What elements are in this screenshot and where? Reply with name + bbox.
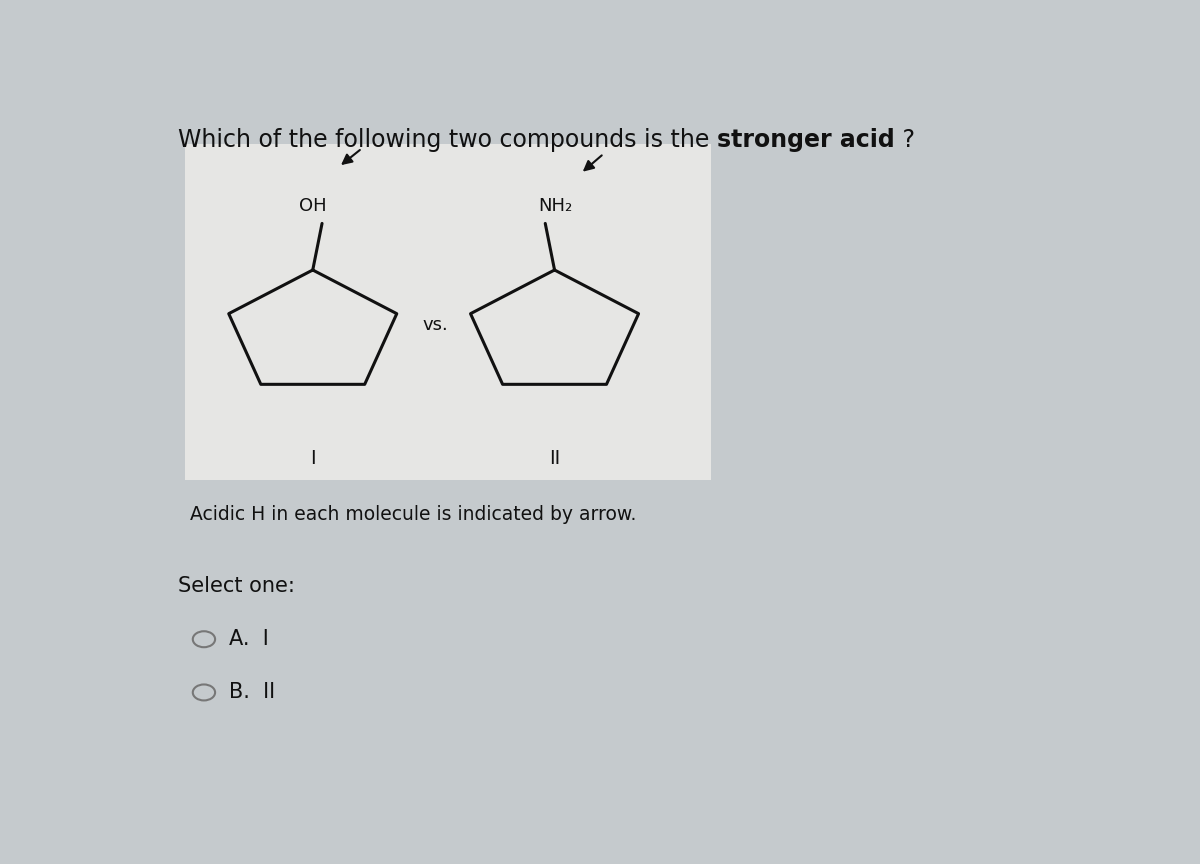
Text: OH: OH — [299, 198, 326, 215]
Text: ?: ? — [894, 128, 914, 152]
Text: Select one:: Select one: — [178, 576, 295, 596]
Text: stronger acid: stronger acid — [716, 128, 894, 152]
Text: A.  I: A. I — [229, 629, 269, 649]
Text: Acidic H in each molecule is indicated by arrow.: Acidic H in each molecule is indicated b… — [190, 505, 636, 524]
Text: NH₂: NH₂ — [538, 198, 572, 215]
Text: Which of the following two compounds is the: Which of the following two compounds is … — [178, 128, 716, 152]
Text: II: II — [548, 448, 560, 467]
FancyBboxPatch shape — [185, 143, 710, 480]
Text: I: I — [310, 448, 316, 467]
Text: B.  II: B. II — [229, 683, 275, 702]
Text: vs.: vs. — [422, 316, 448, 334]
